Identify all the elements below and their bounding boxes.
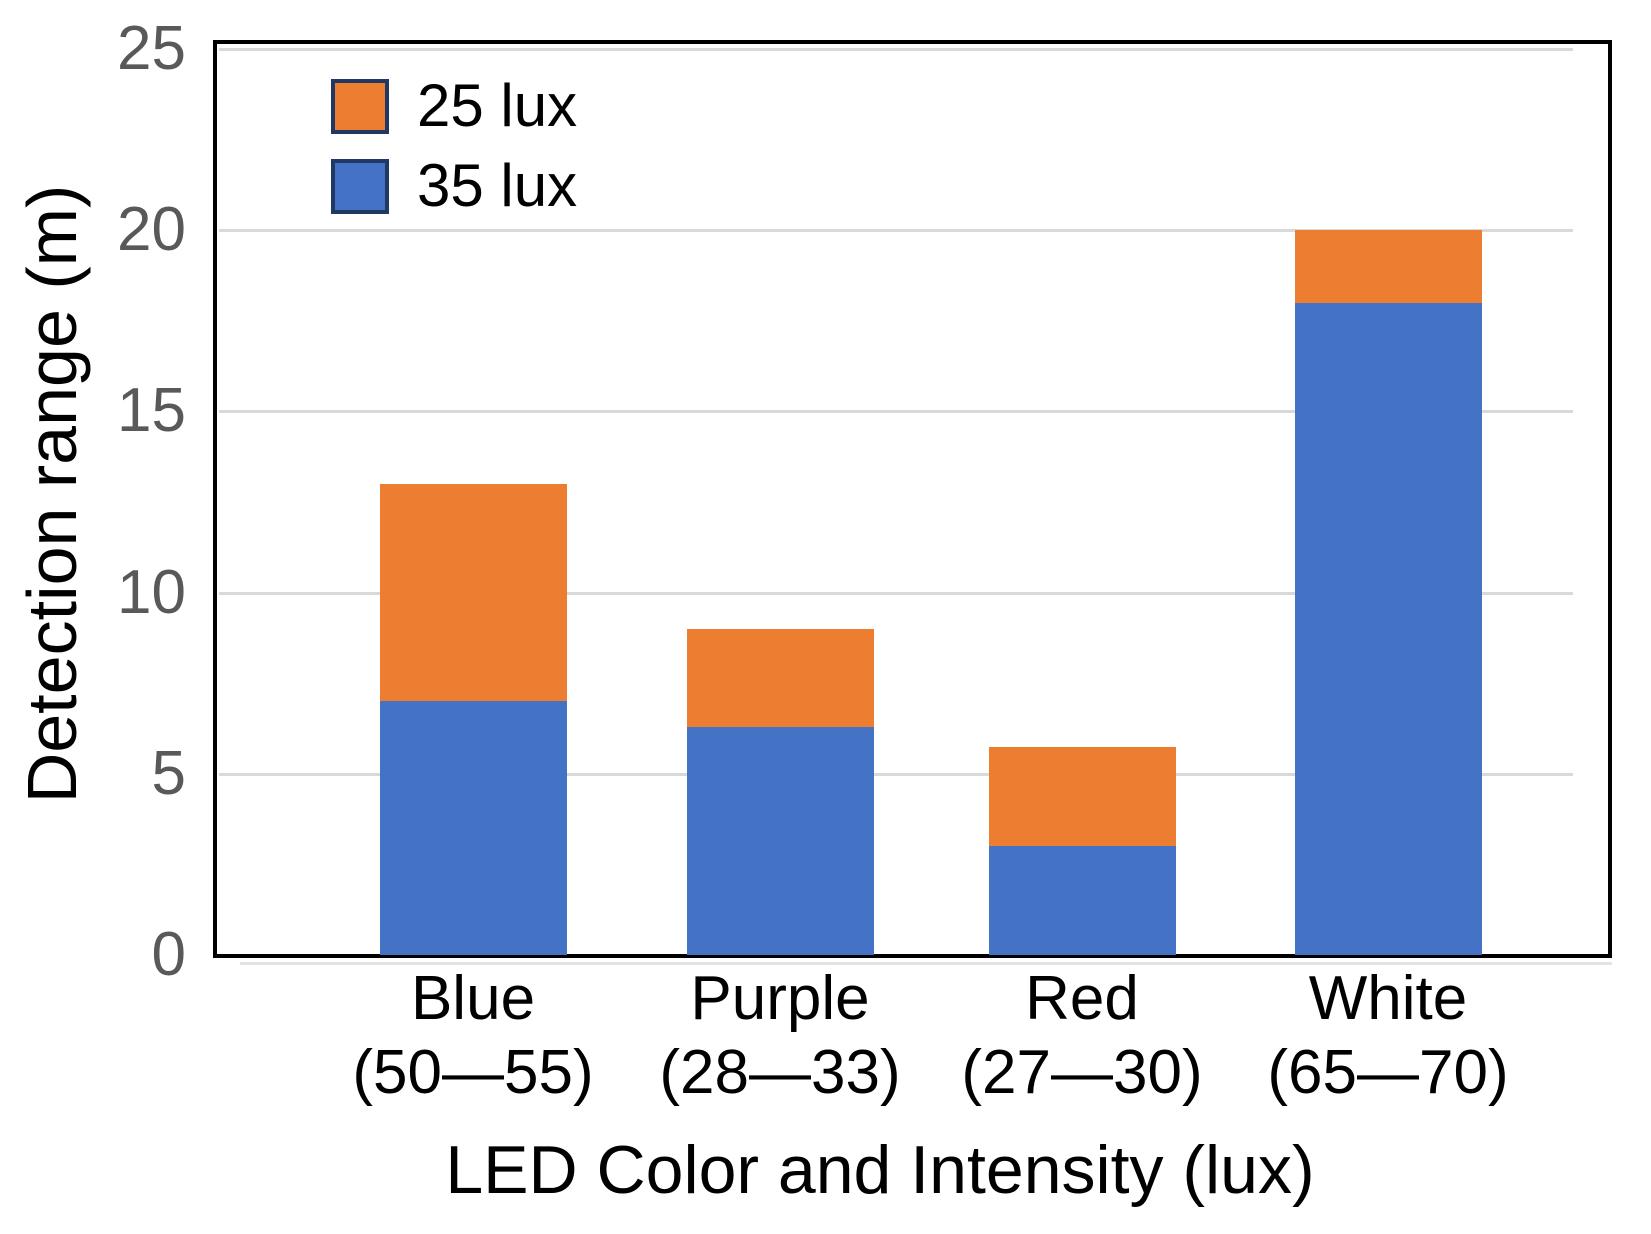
legend-swatch-25lux-icon xyxy=(331,78,389,134)
category-intensity-range: (65—70) xyxy=(1267,1038,1509,1107)
x-category-label-white: White (65—70) xyxy=(1213,962,1563,1110)
bar-white-25lux xyxy=(1294,230,1482,303)
y-tick-label-20: 20 xyxy=(117,195,186,265)
legend-label-35lux: 35 lux xyxy=(417,152,578,219)
gridline-y5 xyxy=(219,772,1573,776)
category-name: Red xyxy=(1025,964,1139,1033)
category-name: Purple xyxy=(690,964,870,1033)
bar-red-25lux xyxy=(988,746,1176,847)
bar-blue-35lux xyxy=(379,701,567,955)
gridline-y15 xyxy=(219,410,1573,414)
bar-red-35lux xyxy=(988,846,1176,955)
legend-item-25lux: 25 lux xyxy=(331,76,577,136)
x-axis-title: LED Color and Intensity (lux) xyxy=(445,1132,1315,1208)
category-intensity-range: (50—55) xyxy=(352,1038,594,1107)
bar-white-35lux xyxy=(1294,302,1482,955)
legend-item-35lux: 35 lux xyxy=(331,156,577,216)
y-tick-label-0: 0 xyxy=(151,920,186,989)
legend-label-25lux: 25 lux xyxy=(417,72,578,139)
y-tick-label-5: 5 xyxy=(151,738,186,808)
category-intensity-range: (28—33) xyxy=(659,1038,901,1107)
bar-purple-35lux xyxy=(686,726,874,955)
gridline-y25 xyxy=(219,48,1573,51)
x-category-label-red: Red (27—30) xyxy=(907,962,1257,1110)
axis-baseline-shadow xyxy=(240,962,1612,965)
category-name: Blue xyxy=(410,964,536,1033)
gridline-y10 xyxy=(219,591,1573,595)
gridline-y20 xyxy=(219,229,1573,233)
category-name: White xyxy=(1308,964,1468,1033)
legend-swatch-35lux-icon xyxy=(331,158,389,214)
x-category-label-blue: Blue (50—55) xyxy=(298,962,648,1110)
category-intensity-range: (27—30) xyxy=(961,1038,1203,1107)
bar-purple-25lux xyxy=(686,628,874,727)
bar-blue-25lux xyxy=(379,483,567,702)
y-tick-label-25: 25 xyxy=(117,14,186,83)
y-tick-label-10: 10 xyxy=(117,557,186,627)
x-category-label-purple: Purple (28—33) xyxy=(605,962,955,1110)
y-tick-label-15: 15 xyxy=(117,376,186,446)
